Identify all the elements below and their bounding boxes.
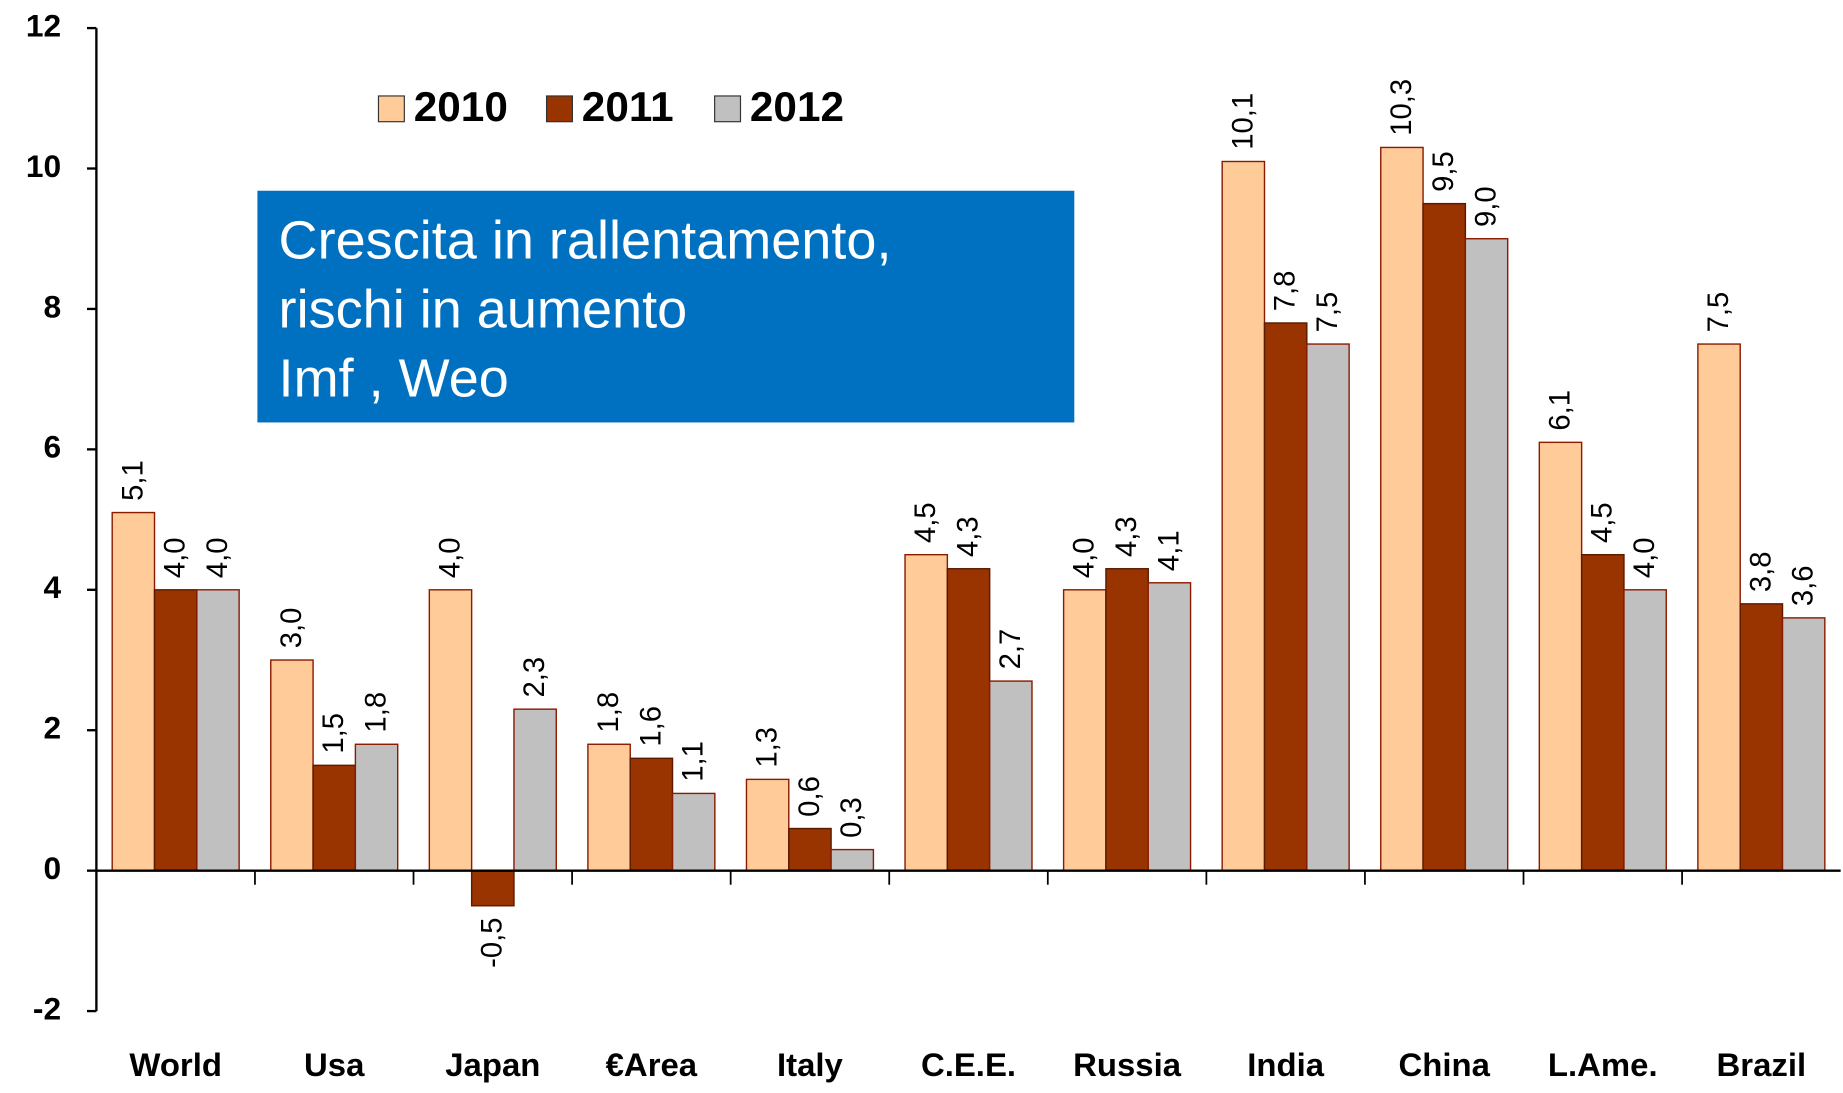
data-label: 10,1 xyxy=(1226,93,1259,150)
legend-label: 2010 xyxy=(414,83,508,130)
bar xyxy=(1221,160,1266,872)
data-label: 4,5 xyxy=(1586,502,1619,543)
bar xyxy=(629,757,674,872)
data-label: 2,7 xyxy=(994,629,1027,670)
y-tick-label: 8 xyxy=(43,288,61,324)
bar xyxy=(111,511,156,872)
bar xyxy=(1623,589,1667,872)
data-label: 4,0 xyxy=(433,537,466,578)
data-label: 4,3 xyxy=(1110,516,1143,557)
y-tick-label: 2 xyxy=(43,710,61,746)
data-label: 1,8 xyxy=(359,692,392,733)
x-tick-label: €Area xyxy=(606,1046,698,1083)
annotation-line: Imf , Weo xyxy=(279,349,509,409)
bar xyxy=(587,743,631,872)
data-label: 4,0 xyxy=(201,537,234,578)
bar xyxy=(428,589,473,872)
data-label: -0,5 xyxy=(476,917,509,967)
x-tick-label: Japan xyxy=(445,1046,540,1083)
bar xyxy=(988,680,1033,872)
y-tick-label: 4 xyxy=(43,569,61,605)
y-tick-label: -2 xyxy=(33,990,61,1026)
data-label: 4,0 xyxy=(159,537,192,578)
bar xyxy=(196,589,240,872)
x-tick-label: C.E.E. xyxy=(921,1046,1016,1083)
data-label: 0,6 xyxy=(793,776,826,817)
bar xyxy=(270,659,314,872)
bar xyxy=(312,764,357,872)
bar xyxy=(788,827,832,872)
legend-label: 2012 xyxy=(750,83,844,130)
bar xyxy=(1105,568,1149,872)
data-label: 1,3 xyxy=(751,727,784,768)
bar xyxy=(1739,603,1784,872)
data-label: 1,6 xyxy=(634,706,667,747)
bar xyxy=(1147,582,1192,872)
bar xyxy=(1538,441,1583,872)
bar xyxy=(904,553,949,872)
annotation-line: rischi in aumento xyxy=(279,280,688,340)
data-label: 0,3 xyxy=(835,797,868,838)
x-tick-label: China xyxy=(1399,1046,1491,1083)
data-label: 7,5 xyxy=(1702,292,1735,333)
bar xyxy=(1580,553,1625,872)
x-tick-label: World xyxy=(129,1046,222,1083)
y-tick-label: 0 xyxy=(43,850,61,886)
x-tick-label: Russia xyxy=(1073,1046,1182,1083)
data-label: 2,3 xyxy=(518,657,551,698)
bar xyxy=(1263,322,1308,872)
data-label: 4,0 xyxy=(1628,537,1661,578)
data-label: 7,8 xyxy=(1269,271,1302,312)
data-label: 1,8 xyxy=(592,692,625,733)
bar xyxy=(1781,617,1826,872)
y-tick-label: 10 xyxy=(26,148,61,184)
legend-swatch xyxy=(545,95,573,123)
bar xyxy=(671,792,716,872)
bar xyxy=(153,589,198,872)
bar xyxy=(1697,343,1741,872)
legend-swatch xyxy=(377,95,405,123)
data-label: 1,1 xyxy=(677,741,710,782)
bar xyxy=(470,869,515,907)
data-label: 3,8 xyxy=(1744,551,1777,592)
bar xyxy=(830,848,875,872)
annotation-box xyxy=(257,190,1075,423)
x-tick-label: Italy xyxy=(777,1046,844,1083)
bar xyxy=(946,568,991,872)
annotation-line: Crescita in rallentamento, xyxy=(279,211,892,271)
data-label: 9,0 xyxy=(1469,186,1502,227)
data-label: 4,3 xyxy=(951,516,984,557)
legend-swatch xyxy=(714,95,742,123)
bar xyxy=(513,708,557,872)
bar xyxy=(1464,238,1509,872)
bar xyxy=(1380,146,1424,872)
bar xyxy=(354,743,399,872)
data-label: 4,1 xyxy=(1152,530,1185,571)
data-label: 1,5 xyxy=(317,713,350,754)
data-label: 3,0 xyxy=(275,608,308,649)
bar xyxy=(1306,343,1350,872)
bar xyxy=(1422,202,1467,872)
y-tick-label: 12 xyxy=(26,7,61,43)
data-label: 5,1 xyxy=(116,460,149,501)
x-tick-label: Brazil xyxy=(1717,1046,1807,1083)
bar xyxy=(1062,589,1107,872)
data-label: 9,5 xyxy=(1427,151,1460,192)
data-label: 4,5 xyxy=(909,502,942,543)
y-tick-label: 6 xyxy=(43,429,61,465)
data-label: 3,6 xyxy=(1787,566,1820,607)
x-tick-label: Usa xyxy=(304,1046,365,1083)
x-tick-label: India xyxy=(1247,1046,1325,1083)
data-label: 6,1 xyxy=(1543,390,1576,431)
data-label: 4,0 xyxy=(1068,537,1101,578)
x-tick-label: L.Ame. xyxy=(1548,1046,1658,1083)
data-label: 7,5 xyxy=(1311,292,1344,333)
data-label: 10,3 xyxy=(1385,79,1418,136)
bar xyxy=(745,778,790,872)
legend-label: 2011 xyxy=(582,83,674,130)
